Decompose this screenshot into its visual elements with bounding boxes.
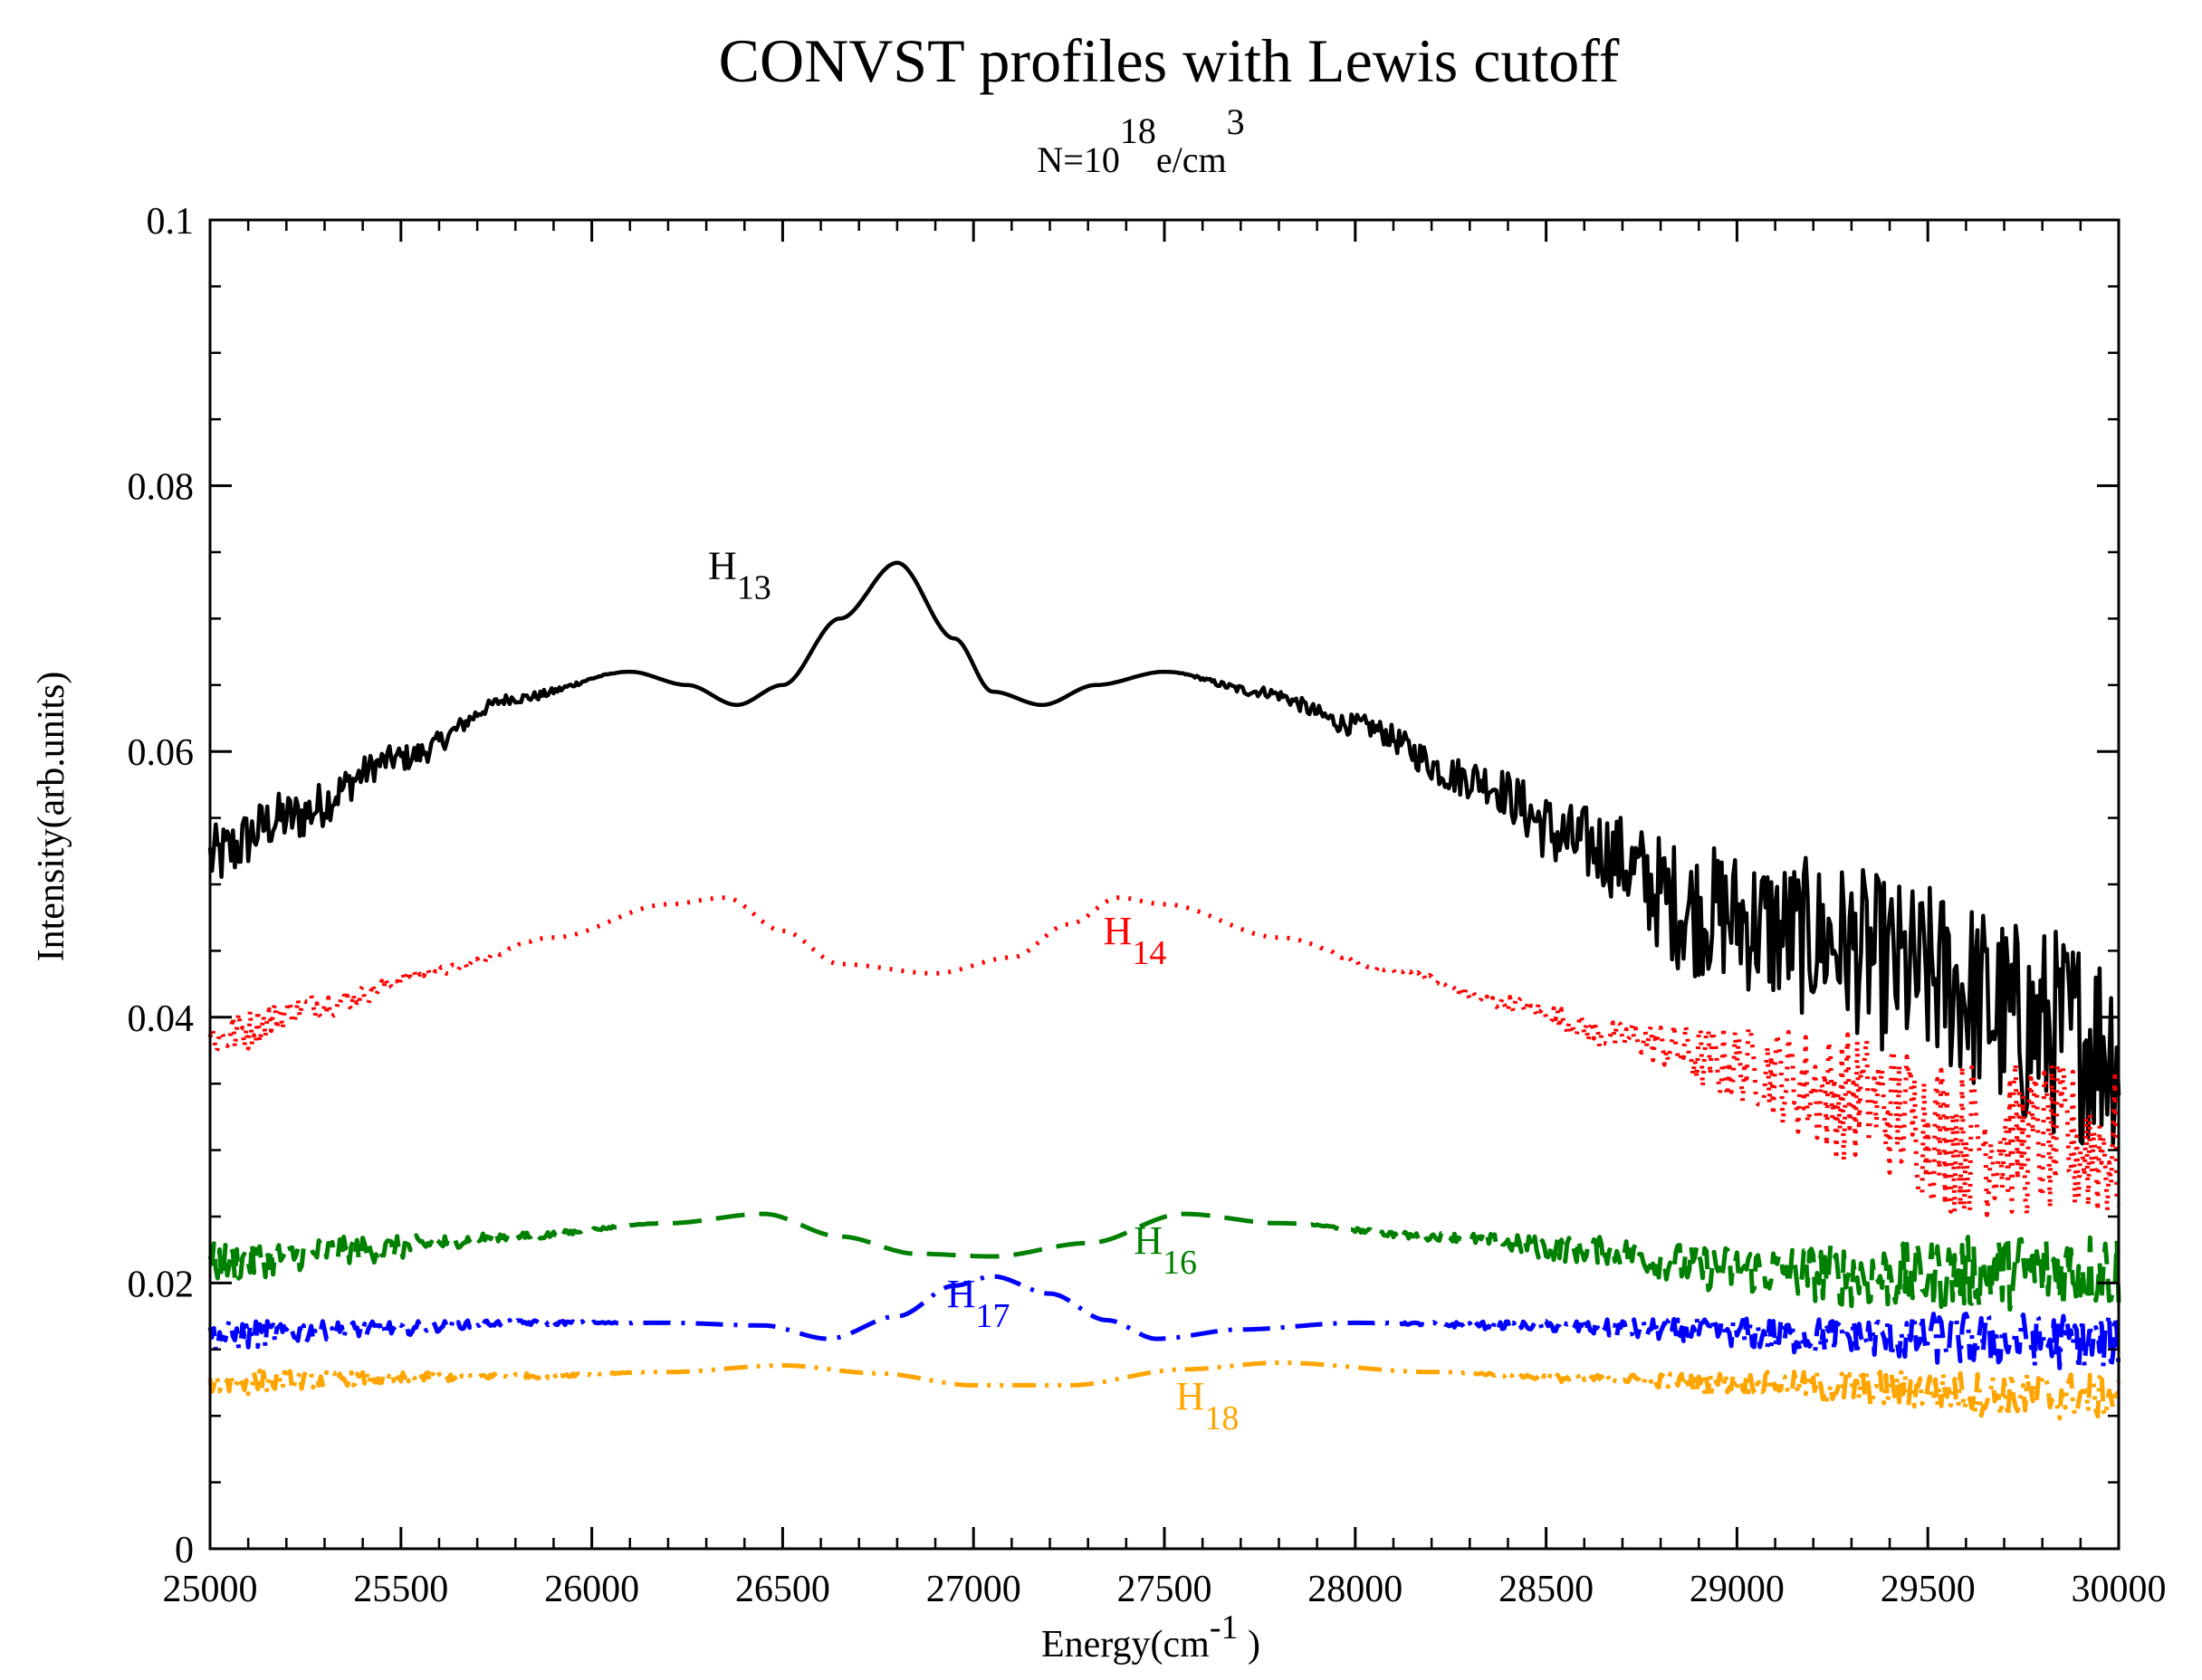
chart-subtitle: N=1018e/cm3 xyxy=(1037,101,1244,180)
series-line-H17 xyxy=(207,1274,2121,1372)
subtitle-exponent: 18 xyxy=(1120,110,1156,151)
series-label-H17: H17 xyxy=(947,1272,1010,1335)
y-tick-label: 0.08 xyxy=(128,467,195,509)
x-tick-label: 28000 xyxy=(1307,1569,1403,1610)
series-layer xyxy=(207,560,2121,1421)
x-axis-label: Energy(cm-1 ) xyxy=(1041,1608,1260,1666)
series-label-H13: H13 xyxy=(708,543,771,606)
axes-layer xyxy=(208,218,2121,1551)
x-axis-label-tail: ) xyxy=(1238,1624,1260,1666)
subtitle-exponent-2: 3 xyxy=(1227,101,1245,142)
series-label-H18: H18 xyxy=(1176,1374,1240,1437)
ticks-layer: 25000 25500 26000 26500 27000 27500 28000 28500… xyxy=(128,201,2167,1610)
series-label-subscript: 14 xyxy=(1132,934,1166,972)
y-tick-label: 0.1 xyxy=(147,201,195,243)
series-line-H16 xyxy=(207,1211,2121,1312)
x-tick-label: 27000 xyxy=(926,1569,1021,1610)
x-tick-label: 25000 xyxy=(163,1569,258,1610)
x-tick-label: 29500 xyxy=(1881,1569,1976,1610)
y-tick-label: 0 xyxy=(175,1530,194,1571)
subtitle-mid: e/cm xyxy=(1156,139,1227,180)
series-line-H13 xyxy=(207,560,2121,1147)
series-label-subscript: 16 xyxy=(1163,1244,1197,1282)
x-tick-label: 29000 xyxy=(1690,1569,1785,1610)
series-label-base: H xyxy=(1104,909,1133,953)
chart-titles: CONVST profiles with Lewis cutoff N=1018… xyxy=(719,26,1620,180)
series-label-base: H xyxy=(708,543,737,587)
series-label-subscript: 18 xyxy=(1204,1399,1239,1437)
x-axis-label-exponent: -1 xyxy=(1210,1608,1239,1647)
subtitle-base: N=10 xyxy=(1037,139,1119,180)
series-label-H14: H14 xyxy=(1104,909,1167,972)
series-line-H18 xyxy=(207,1360,2121,1421)
series-label-subscript: 13 xyxy=(737,568,771,606)
series-label-base: H xyxy=(1176,1374,1205,1418)
x-tick-label: 26500 xyxy=(735,1569,830,1610)
x-tick-label: 25500 xyxy=(353,1569,448,1610)
series-label-H16: H16 xyxy=(1134,1218,1197,1282)
x-axis-label-base: Energy(cm xyxy=(1041,1624,1210,1666)
y-tick-label: 0.04 xyxy=(128,998,195,1040)
series-line-H14 xyxy=(207,895,2121,1217)
x-tick-label: 26000 xyxy=(544,1569,639,1610)
series-label-base: H xyxy=(1134,1218,1163,1263)
plot-frame xyxy=(208,218,2121,1551)
x-tick-label: 27500 xyxy=(1117,1569,1212,1610)
x-tick-label: 28500 xyxy=(1498,1569,1594,1610)
y-axis-label: Intensity(arb.units) xyxy=(31,672,72,962)
series-label-base: H xyxy=(947,1272,976,1316)
x-tick-label: 30000 xyxy=(2072,1569,2167,1610)
chart-title: CONVST profiles with Lewis cutoff xyxy=(719,26,1620,95)
y-tick-label: 0.06 xyxy=(128,732,195,774)
series-label-subscript: 17 xyxy=(975,1297,1010,1335)
y-tick-label: 0.02 xyxy=(128,1264,195,1305)
